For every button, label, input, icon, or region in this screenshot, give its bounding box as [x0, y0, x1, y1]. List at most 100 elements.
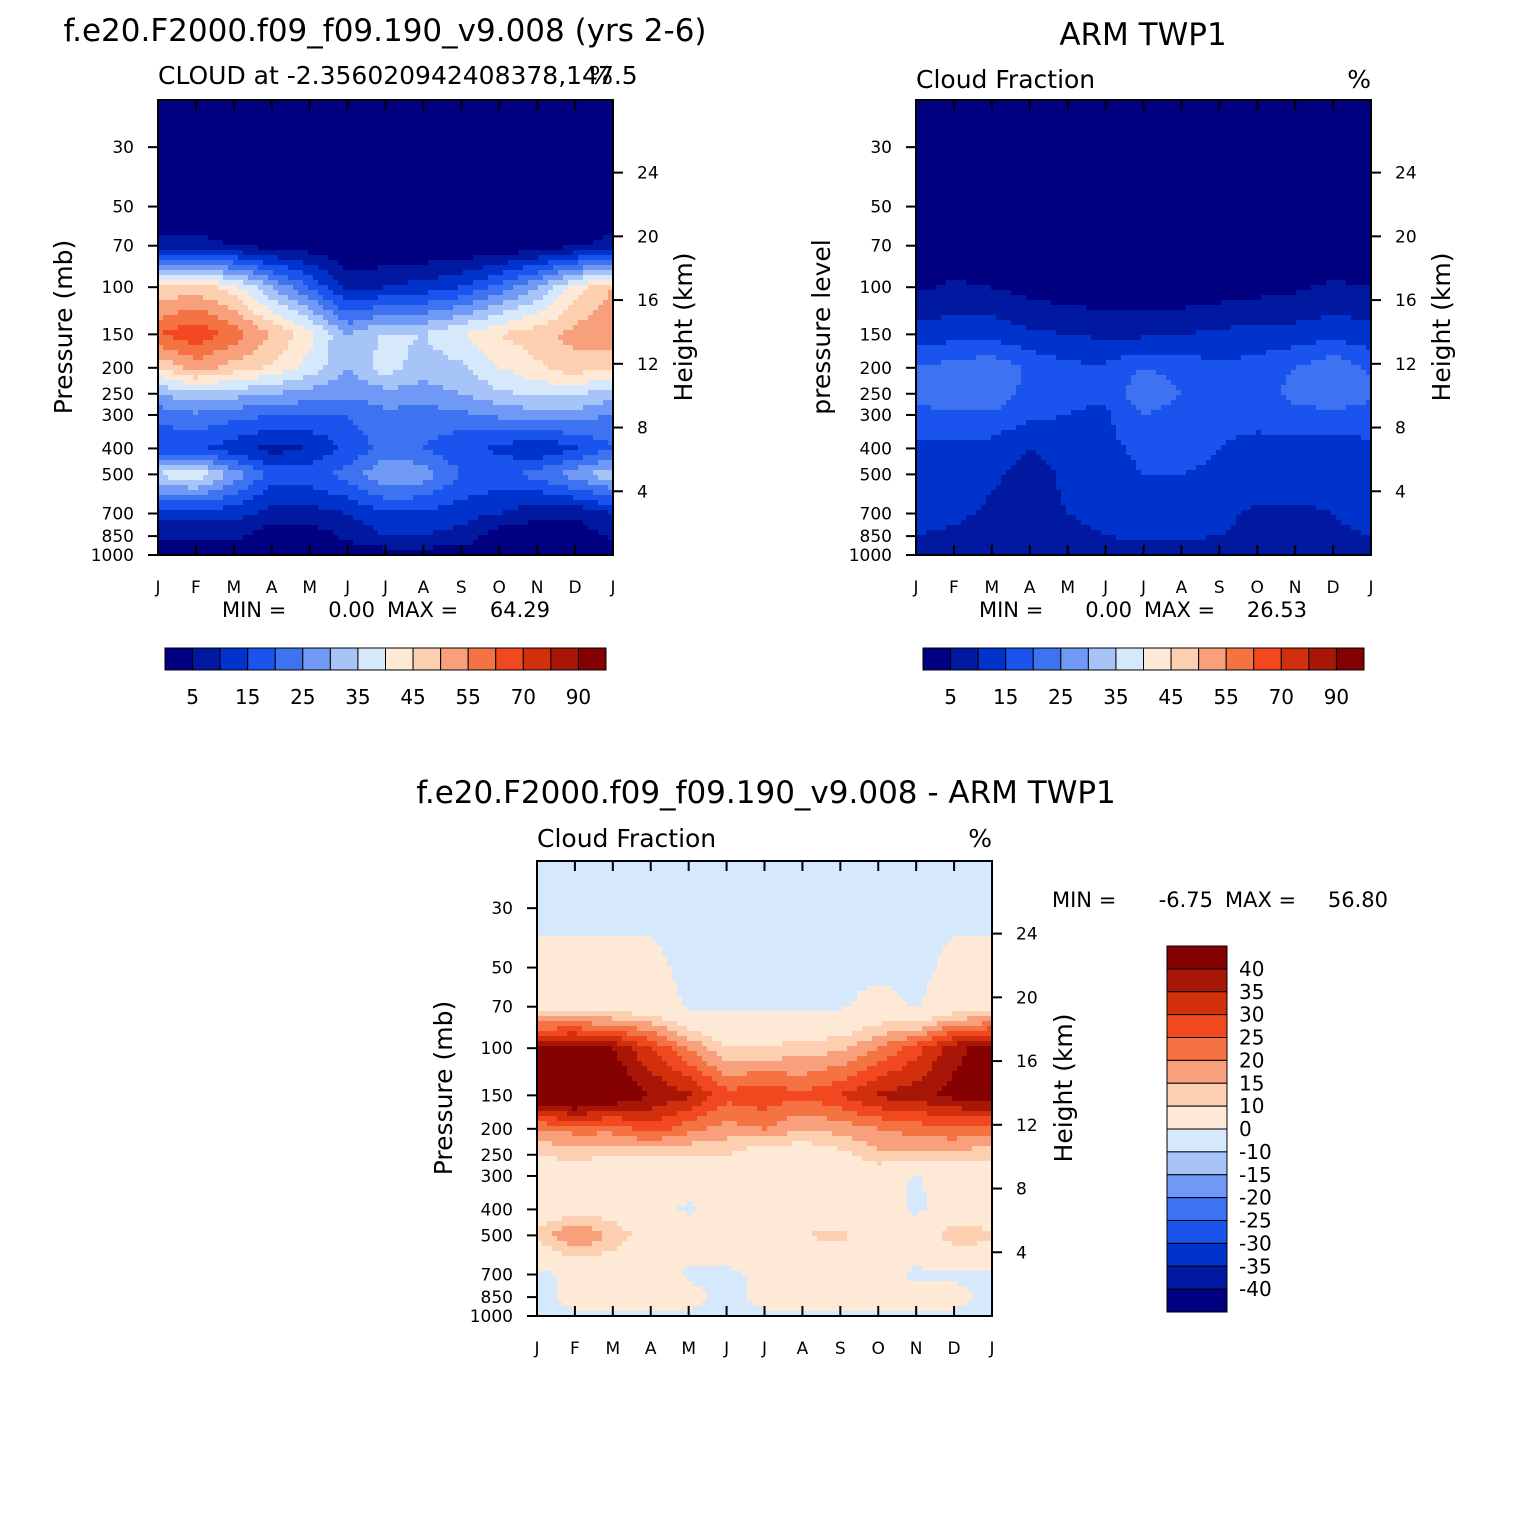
contour-cell: [318, 255, 324, 261]
contour-cell: [513, 195, 519, 201]
contour-cell: [318, 210, 324, 216]
contour-cell: [408, 275, 414, 281]
contour-cell: [448, 110, 454, 116]
contour-cell: [303, 175, 309, 181]
contour-cell: [308, 330, 314, 336]
contour-cell: [253, 285, 259, 291]
contour-cell: [278, 355, 284, 361]
contour-cell: [233, 135, 239, 141]
contour-cell: [433, 250, 439, 256]
contour-cell: [368, 340, 374, 346]
contour-cell: [578, 205, 584, 211]
contour-cell: [588, 220, 594, 226]
contour-cell: [418, 140, 424, 146]
contour-cell: [323, 285, 329, 291]
contour-cell: [303, 370, 309, 376]
contour-cell: [583, 260, 589, 266]
contour-cell: [218, 125, 224, 131]
contour-cell: [243, 255, 249, 261]
contour-cell: [458, 280, 464, 286]
contour-cell: [158, 355, 164, 361]
contour-cell: [468, 325, 474, 331]
contour-cell: [258, 185, 264, 191]
contour-cell: [158, 335, 164, 341]
contour-cell: [198, 180, 204, 186]
contour-cell: [443, 110, 449, 116]
contour-cell: [598, 105, 604, 111]
contour-cell: [418, 330, 424, 336]
contour-cell: [228, 310, 234, 316]
contour-cell: [458, 345, 464, 351]
contour-cell: [453, 240, 459, 246]
contour-cell: [178, 305, 184, 311]
contour-cell: [293, 365, 299, 371]
contour-cell: [383, 365, 389, 371]
contour-cell: [348, 155, 354, 161]
contour-cell: [478, 340, 484, 346]
contour-cell: [183, 130, 189, 136]
contour-cell: [368, 105, 374, 111]
contour-cell: [543, 180, 549, 186]
contour-cell: [308, 340, 314, 346]
contour-cell: [288, 125, 294, 131]
contour-cell: [298, 260, 304, 266]
contour-cell: [238, 170, 244, 176]
contour-cell: [418, 325, 424, 331]
contour-cell: [483, 230, 489, 236]
contour-cell: [238, 130, 244, 136]
contour-cell: [543, 345, 549, 351]
contour-cell: [168, 125, 174, 131]
contour-cell: [253, 280, 259, 286]
contour-cell: [253, 185, 259, 191]
contour-cell: [328, 290, 334, 296]
contour-cell: [158, 255, 164, 261]
contour-cell: [373, 145, 379, 151]
contour-cell: [483, 310, 489, 316]
contour-cell: [183, 135, 189, 141]
contour-cell: [338, 270, 344, 276]
contour-cell: [513, 265, 519, 271]
contour-cell: [388, 190, 394, 196]
contour-cell: [593, 365, 599, 371]
contour-cell: [608, 350, 613, 356]
contour-cell: [273, 175, 279, 181]
contour-cell: [158, 235, 164, 241]
contour-cell: [158, 320, 164, 326]
contour-cell: [183, 300, 189, 306]
contour-cell: [433, 225, 439, 231]
contour-cell: [548, 135, 554, 141]
contour-cell: [468, 140, 474, 146]
contour-cell: [348, 230, 354, 236]
contour-cell: [383, 165, 389, 171]
contour-cell: [348, 285, 354, 291]
contour-cell: [533, 300, 539, 306]
contour-cell: [363, 340, 369, 346]
contour-cell: [488, 290, 494, 296]
contour-cell: [608, 345, 613, 351]
contour-cell: [438, 135, 444, 141]
contour-cell: [363, 360, 369, 366]
contour-cell: [313, 115, 319, 121]
contour-cell: [208, 295, 214, 301]
contour-cell: [378, 270, 384, 276]
contour-cell: [608, 140, 613, 146]
contour-cell: [243, 155, 249, 161]
contour-cell: [548, 210, 554, 216]
contour-cell: [408, 185, 414, 191]
contour-cell: [203, 190, 209, 196]
contour-cell: [183, 235, 189, 241]
contour-cell: [263, 320, 269, 326]
contour-cell: [213, 130, 219, 136]
contour-cell: [563, 180, 569, 186]
contour-cell: [348, 265, 354, 271]
contour-cell: [223, 300, 229, 306]
contour-cell: [513, 210, 519, 216]
contour-cell: [368, 115, 374, 121]
contour-cell: [183, 190, 189, 196]
contour-cell: [338, 220, 344, 226]
contour-cell: [348, 310, 354, 316]
contour-cell: [568, 100, 574, 106]
contour-cell: [598, 215, 604, 221]
contour-cell: [193, 355, 199, 361]
contour-cell: [463, 240, 469, 246]
